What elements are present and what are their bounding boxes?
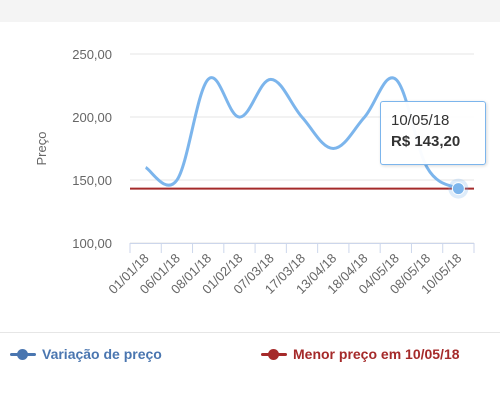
chart-tooltip: 10/05/18 R$ 143,20 — [380, 101, 486, 165]
legend-label: Variação de preço — [42, 346, 162, 362]
y-tick-label: 250,00 — [72, 47, 112, 62]
y-tick-label: 150,00 — [72, 173, 112, 188]
legend-item-lowest-price[interactable]: Menor preço em 10/05/18 — [261, 344, 460, 364]
y-axis-title: Preço — [34, 132, 49, 166]
data-point-highlighted — [451, 182, 465, 196]
legend-label: Menor preço em 10/05/18 — [293, 346, 460, 362]
y-tick-label: 200,00 — [72, 110, 112, 125]
tooltip-price: R$ 143,20 — [391, 133, 461, 150]
y-tick-label: 100,00 — [72, 236, 112, 251]
legend-item-price-variation[interactable]: Variação de preço — [10, 344, 162, 364]
tooltip-date: 10/05/18 — [391, 112, 450, 129]
legend-divider — [0, 332, 500, 333]
chart-header-strip — [0, 0, 500, 22]
legend-series-marker-icon — [10, 348, 36, 360]
legend-series-marker-icon — [261, 348, 287, 360]
